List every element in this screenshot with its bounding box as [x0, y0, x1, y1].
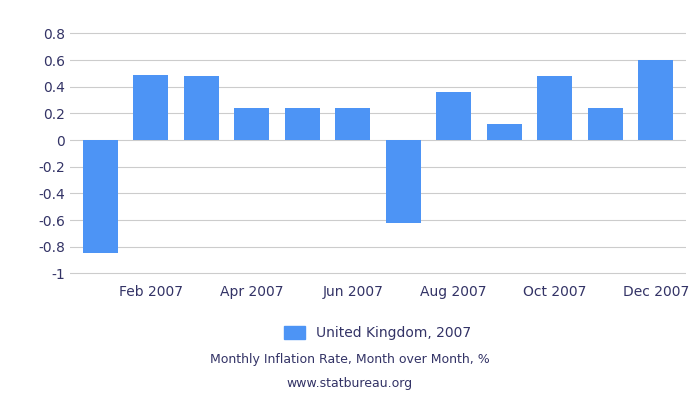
Bar [83, 140, 118, 253]
Text: www.statbureau.org: www.statbureau.org [287, 378, 413, 390]
Bar [537, 76, 573, 140]
Legend: United Kingdom, 2007: United Kingdom, 2007 [279, 321, 477, 346]
Bar [436, 92, 471, 140]
Bar [335, 108, 370, 140]
Bar [587, 108, 623, 140]
Text: Monthly Inflation Rate, Month over Month, %: Monthly Inflation Rate, Month over Month… [210, 354, 490, 366]
Bar [285, 108, 320, 140]
Bar [386, 140, 421, 223]
Bar [638, 60, 673, 140]
Bar [133, 75, 169, 140]
Bar [234, 108, 270, 140]
Bar [183, 76, 219, 140]
Bar [486, 124, 522, 140]
